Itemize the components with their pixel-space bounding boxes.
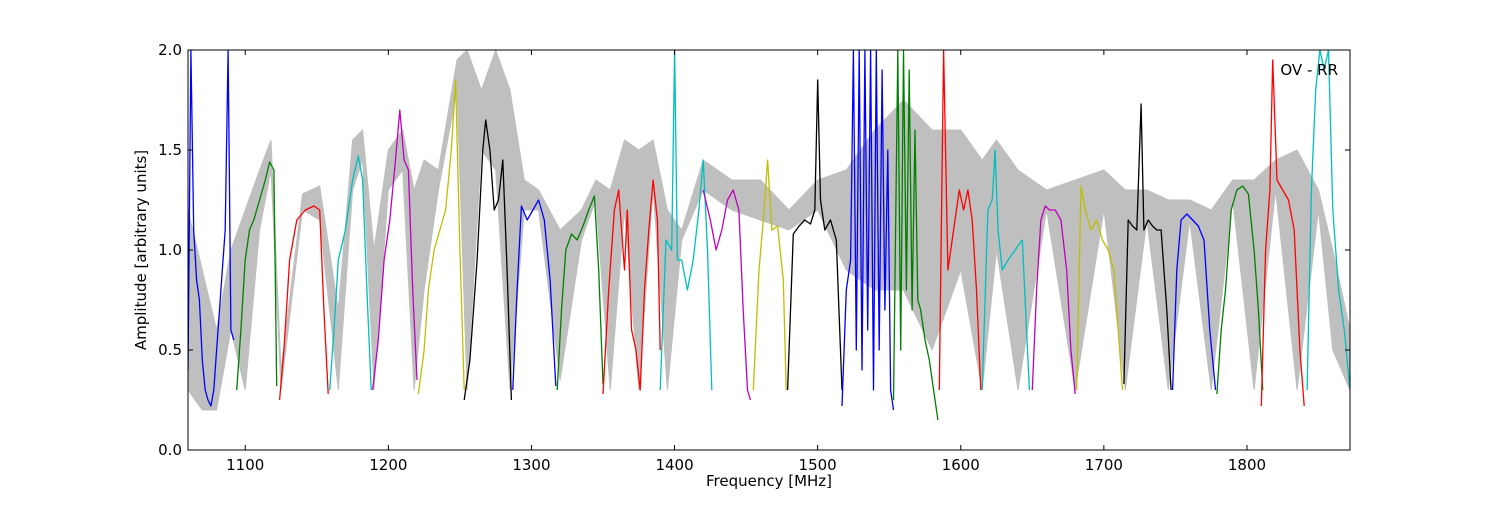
series-line-20 bbox=[1076, 185, 1124, 391]
y-axis-label: Amplitude [arbitrary units] bbox=[132, 150, 150, 350]
x-tick-label: 1600 bbox=[942, 456, 980, 474]
series-line-7 bbox=[463, 119, 513, 401]
series-line-12 bbox=[702, 189, 752, 401]
series-line-18 bbox=[981, 149, 1031, 391]
series-line-4 bbox=[329, 155, 372, 391]
series-line-6 bbox=[417, 79, 465, 395]
series-line-2 bbox=[236, 161, 278, 391]
panel-annotation: OV - RR bbox=[1280, 61, 1338, 79]
x-tick-label: 1800 bbox=[1228, 456, 1266, 474]
series-line-11 bbox=[659, 50, 713, 391]
y-tick-label: 0.5 bbox=[158, 341, 182, 359]
y-tick-label: 0.0 bbox=[158, 441, 182, 459]
x-tick-label: 1100 bbox=[226, 456, 264, 474]
x-axis-ticks: 1100 1200 1300 1400 1500 1600 1700 1800 bbox=[226, 50, 1266, 474]
series-line-3 bbox=[278, 205, 329, 401]
x-tick-label: 1300 bbox=[512, 456, 550, 474]
y-tick-label: 1.5 bbox=[158, 141, 182, 159]
series-line-9 bbox=[556, 195, 604, 391]
series-line-21 bbox=[1123, 103, 1172, 391]
x-tick-label: 1500 bbox=[799, 456, 837, 474]
series-line-22 bbox=[1171, 213, 1217, 391]
background-envelope-layer bbox=[188, 50, 1350, 411]
y-tick-label: 2.0 bbox=[158, 41, 182, 59]
x-tick-label: 1700 bbox=[1085, 456, 1123, 474]
x-axis-label: Frequency [MHz] bbox=[706, 472, 832, 490]
series-line-23 bbox=[1216, 185, 1264, 395]
y-tick-label: 1.0 bbox=[158, 241, 182, 259]
series-line-25 bbox=[1306, 50, 1350, 391]
series-line-19 bbox=[1031, 205, 1076, 395]
series-line-16 bbox=[892, 50, 939, 421]
series-line-5 bbox=[371, 109, 418, 391]
series-line-8 bbox=[512, 199, 557, 391]
series-layer bbox=[188, 50, 1350, 421]
x-tick-label: 1400 bbox=[655, 456, 693, 474]
series-line-13 bbox=[752, 159, 787, 391]
series-line-15 bbox=[841, 50, 895, 411]
x-tick-label: 1200 bbox=[369, 456, 407, 474]
background-envelope bbox=[188, 50, 1350, 411]
series-line-10 bbox=[602, 179, 661, 395]
series-line-1 bbox=[188, 50, 235, 407]
series-line-14 bbox=[786, 79, 843, 391]
series-line-17 bbox=[938, 50, 982, 391]
y-axis-ticks: 0.0 0.5 1.0 1.5 2.0 bbox=[158, 41, 1350, 459]
series-line-24 bbox=[1260, 59, 1305, 407]
